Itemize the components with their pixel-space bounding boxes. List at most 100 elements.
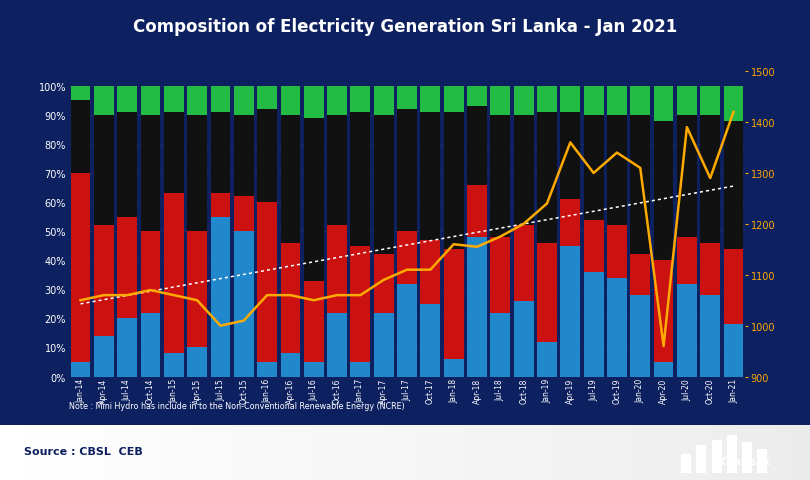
Text: Composition of Electricity Generation Sri Lanka - Jan 2021: Composition of Electricity Generation Sr… [133, 18, 677, 36]
Bar [117, 113, 137, 217]
Bar [537, 243, 556, 342]
Bar [490, 238, 510, 313]
Bar [701, 243, 720, 296]
Bar [444, 86, 463, 113]
Bar [304, 362, 324, 377]
Bar [94, 86, 113, 116]
Bar [654, 121, 673, 261]
Bar [711, 440, 722, 473]
Bar [373, 255, 394, 313]
Bar [280, 243, 301, 354]
Bar [537, 113, 556, 243]
Bar [327, 116, 347, 226]
Bar [234, 232, 254, 377]
Bar [607, 86, 627, 116]
Bar [630, 255, 650, 296]
Bar [607, 226, 627, 278]
Bar [537, 342, 556, 377]
Bar [467, 86, 487, 107]
Bar [742, 443, 752, 473]
Bar [677, 86, 697, 116]
Bar [701, 86, 720, 116]
Bar [141, 86, 160, 116]
Bar [561, 200, 580, 246]
Bar [280, 86, 301, 116]
Bar [94, 116, 113, 226]
Bar [327, 86, 347, 116]
Bar [141, 232, 160, 313]
Bar [304, 86, 324, 119]
Bar [654, 261, 673, 362]
Bar [537, 86, 556, 113]
Bar [373, 313, 394, 377]
Bar [187, 116, 207, 232]
Bar [164, 113, 184, 194]
Bar [467, 185, 487, 238]
Bar [654, 86, 673, 121]
Bar [117, 319, 137, 377]
Bar [420, 304, 441, 377]
Bar [70, 101, 91, 174]
Bar [187, 348, 207, 377]
Bar [351, 246, 370, 362]
Bar [677, 238, 697, 284]
Bar [187, 86, 207, 116]
Bar [304, 281, 324, 362]
Bar [70, 174, 91, 362]
Bar [70, 86, 91, 101]
Bar [584, 272, 603, 377]
Bar [584, 116, 603, 220]
Bar [280, 354, 301, 377]
Bar [654, 362, 673, 377]
Bar [757, 449, 767, 473]
Bar [397, 110, 417, 232]
Bar [327, 313, 347, 377]
Bar [514, 301, 534, 377]
Bar [70, 362, 91, 377]
Bar [94, 336, 113, 377]
Bar [211, 194, 230, 217]
Bar [373, 116, 394, 255]
Bar [723, 121, 744, 249]
Bar [373, 86, 394, 116]
Bar [164, 194, 184, 354]
Bar [677, 116, 697, 238]
Bar [117, 217, 137, 319]
Bar [258, 203, 277, 362]
Bar [234, 116, 254, 197]
Bar [258, 110, 277, 203]
Text: Source : CBSL  CEB: Source : CBSL CEB [24, 446, 143, 456]
Bar [164, 86, 184, 113]
Bar [117, 86, 137, 113]
Bar [304, 119, 324, 281]
Bar [630, 296, 650, 377]
Bar [258, 86, 277, 110]
Bar [701, 296, 720, 377]
Bar [234, 86, 254, 116]
Bar [327, 226, 347, 313]
Bar [701, 116, 720, 243]
Bar [211, 86, 230, 113]
Bar [490, 86, 510, 116]
Bar [630, 116, 650, 255]
Bar [514, 226, 534, 301]
Bar [141, 313, 160, 377]
Bar [561, 86, 580, 113]
Bar [444, 360, 463, 377]
Bar [420, 86, 441, 113]
Bar [561, 246, 580, 377]
Bar [607, 116, 627, 226]
Bar [584, 220, 603, 272]
Text: Note : Mini Hydro has include in to the Non-Conventional Renewable Energy (NCRE): Note : Mini Hydro has include in to the … [69, 401, 405, 410]
Bar [94, 226, 113, 336]
Bar [420, 240, 441, 304]
Bar [397, 284, 417, 377]
Bar [397, 86, 417, 110]
Bar [697, 444, 706, 473]
Bar [681, 454, 692, 473]
Bar [164, 354, 184, 377]
Bar [258, 362, 277, 377]
Bar [351, 113, 370, 246]
Bar [141, 116, 160, 232]
Bar [351, 362, 370, 377]
